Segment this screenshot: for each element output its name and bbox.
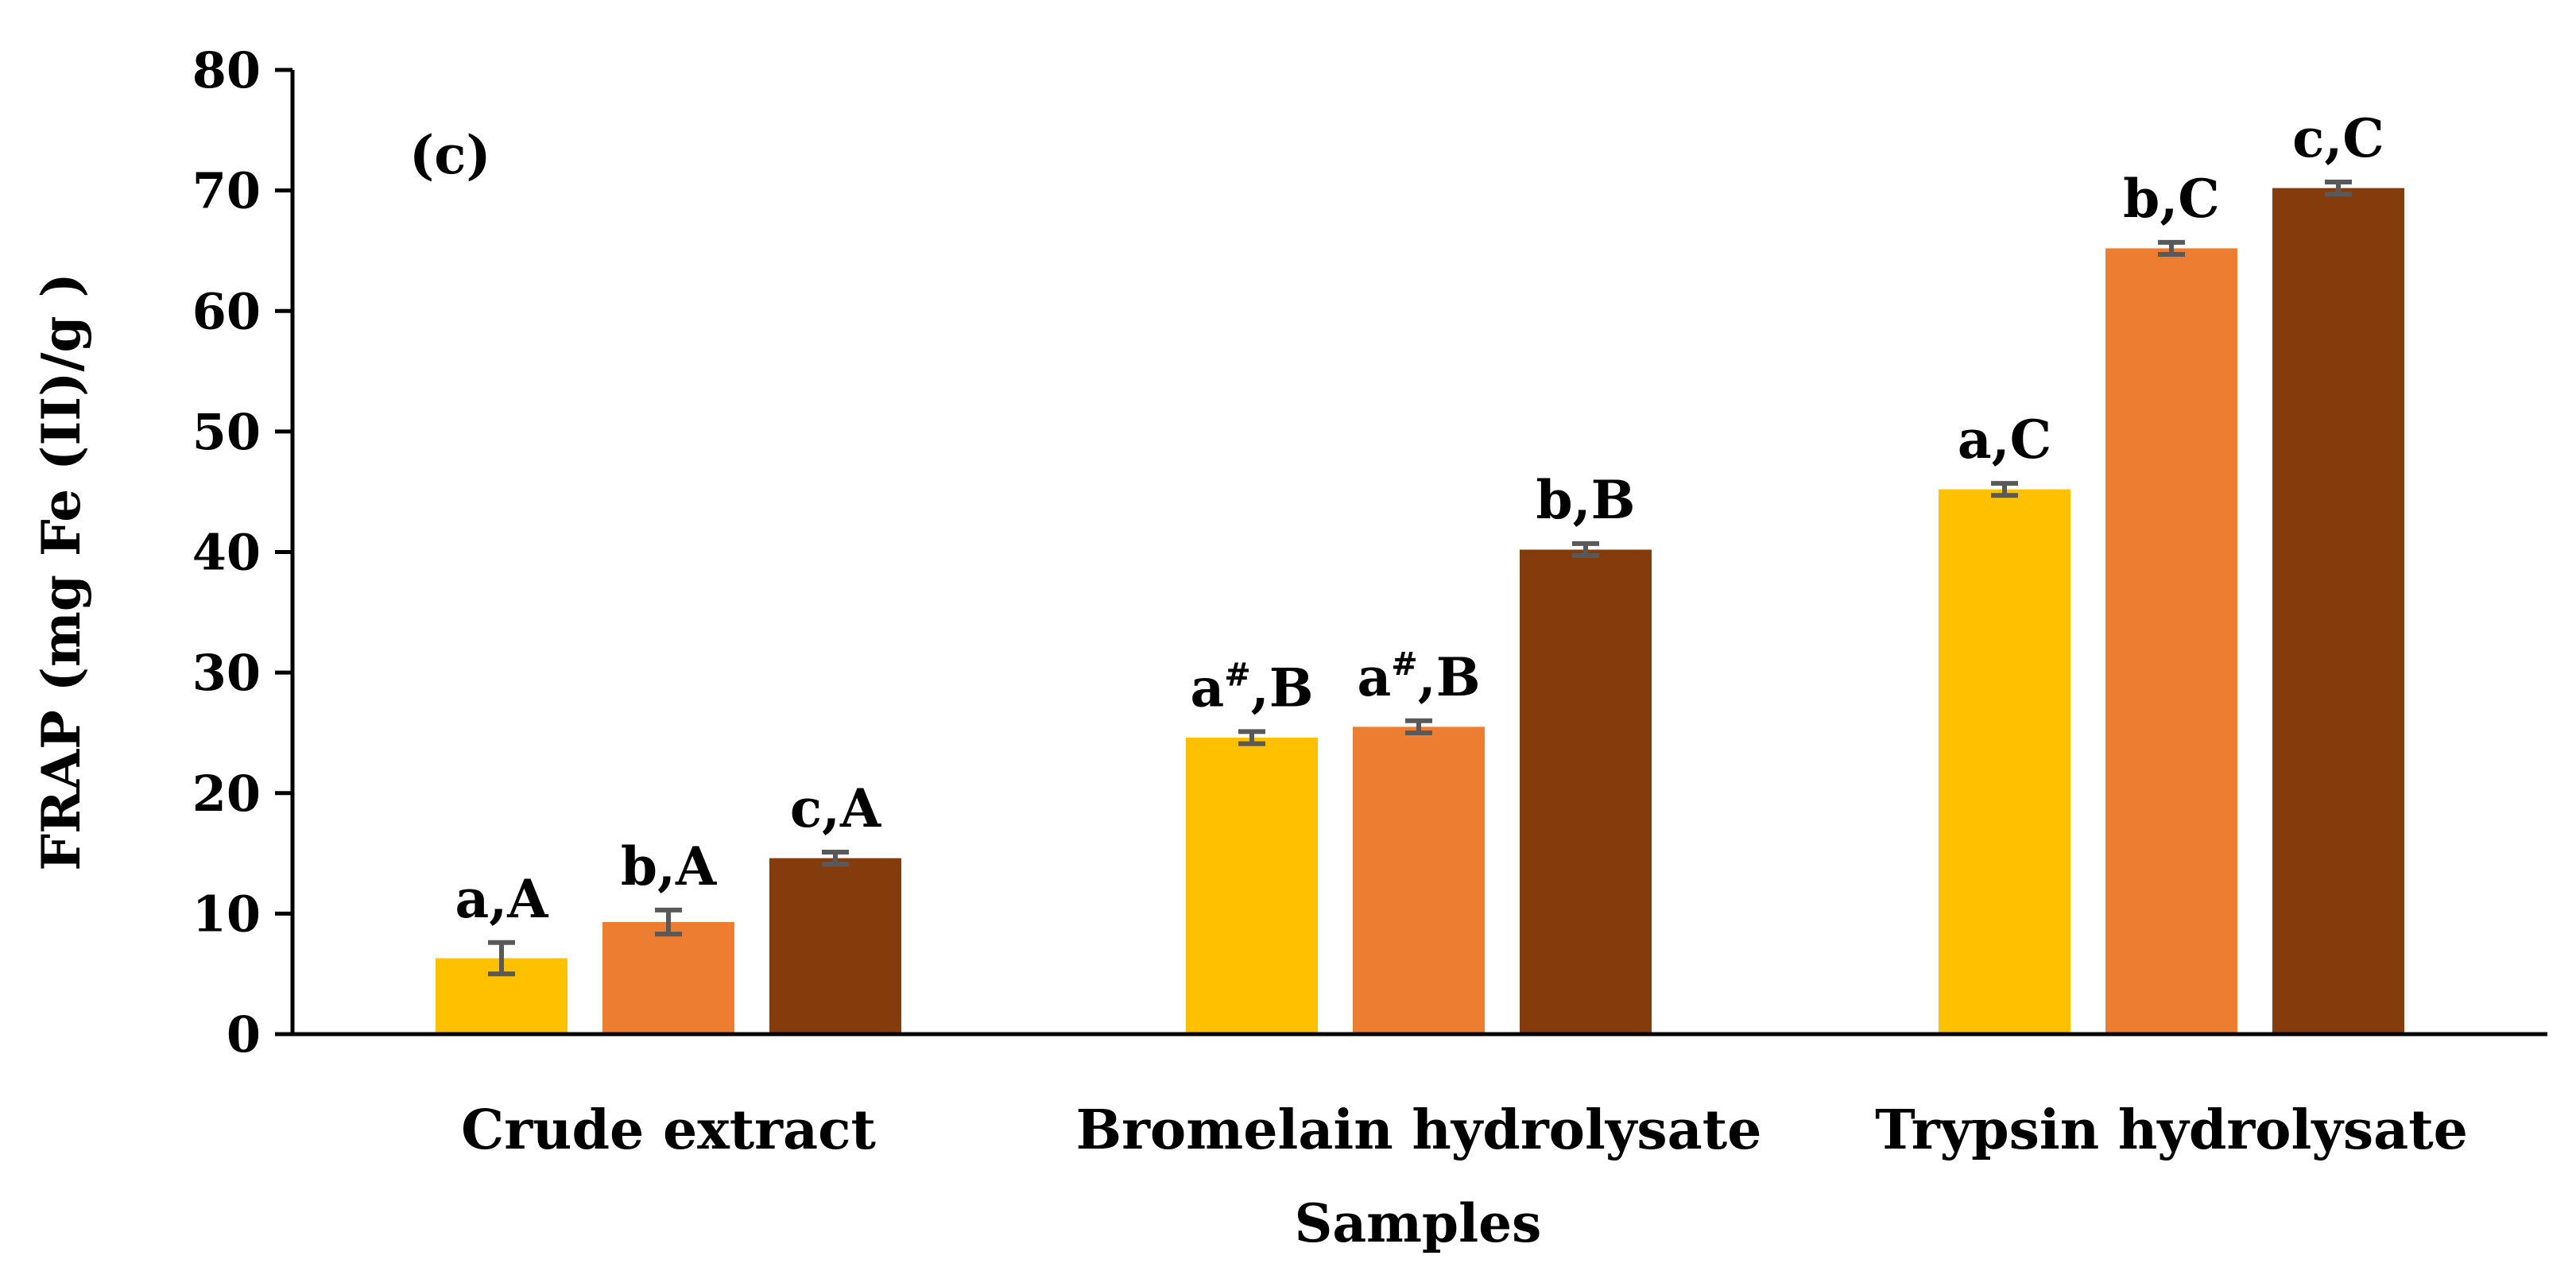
y-tick-label: 20 [192,765,261,823]
bar [1520,549,1652,1034]
y-tick-label: 80 [192,41,261,99]
category-label: Trypsin hydrolysate [1875,1099,2468,1162]
y-axis-title: FRAP (mg Fe (II)/g ) [30,273,92,871]
bar [2105,248,2237,1034]
error-bar [1991,481,2018,498]
x-axis-title: Samples [1295,1192,1542,1254]
data-label: c,C [2292,107,2384,169]
data-labels-group: a,A a#,B a,C b,A a#,B b,C c,A b,B c,C [455,107,2384,930]
error-bar [1238,729,1265,746]
category-label: Bromelain hydrolysate [1076,1099,1762,1162]
y-tick-label: 0 [227,1006,261,1064]
y-tick-label: 30 [192,644,261,702]
data-label: a,A [455,868,549,930]
y-tick-label: 70 [192,162,261,220]
category-label: Crude extract [461,1099,876,1162]
data-label: a#,B [1357,645,1480,708]
data-label: a#,B [1190,656,1313,719]
bar [2272,188,2404,1034]
category-labels-group: Crude extract Bromelain hydrolysate Trypsi… [461,1099,2468,1162]
y-tick-label: 60 [192,282,261,340]
y-ticks-group: 0 10 20 30 40 50 60 70 80 [192,41,292,1064]
y-tick-label: 10 [192,885,261,943]
y-tick-label: 50 [192,403,261,461]
bar [769,858,901,1034]
data-label: b,A [621,835,717,897]
y-tick-label: 40 [192,524,261,582]
error-bar [2325,180,2352,197]
data-label: b,C [2123,168,2220,230]
error-bar [2158,239,2185,257]
panel-label: (c) [409,124,491,186]
error-bar [655,907,682,937]
error-bar [488,940,515,977]
data-label: b,B [1536,469,1636,531]
error-bar [1405,718,1432,735]
data-label: a,C [1958,409,2051,471]
bar [1939,489,2070,1034]
bars-group [436,188,2404,1034]
data-label: c,A [790,777,881,839]
bar [1353,727,1485,1034]
error-bar [822,850,849,867]
error-bar [1572,541,1599,559]
error-bars-group [488,180,2352,977]
bar [1186,738,1318,1034]
bar [602,921,734,1034]
